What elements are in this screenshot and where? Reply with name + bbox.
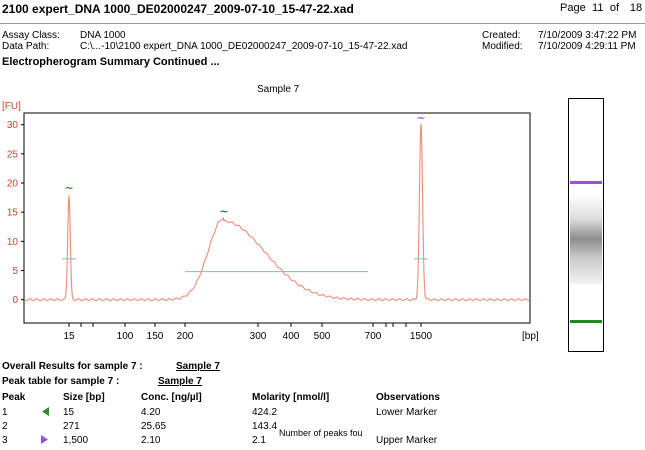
col-molarity: Molarity [nmol/l]: [252, 392, 330, 403]
y-tick-label: 10: [7, 237, 19, 248]
peak-marker-glyph: ~: [416, 112, 425, 125]
overall-results-link[interactable]: Sample 7: [176, 361, 220, 372]
row1-conc: 4.20: [141, 407, 161, 418]
col-observations: Observations: [376, 392, 440, 403]
peak-table-label: Peak table for sample 7 :: [2, 376, 120, 387]
y-tick-label: 20: [7, 179, 19, 190]
y-tick-label: 30: [7, 120, 19, 131]
data-path-value: C:\...-10\2100 expert_DNA 1000_DE0200024…: [80, 41, 408, 52]
plot-frame: [23, 112, 531, 324]
y-tick-label: 25: [7, 149, 19, 160]
assay-class-value: DNA 1000: [80, 30, 126, 41]
row3-peak: 3: [2, 435, 8, 446]
peak-table-link[interactable]: Sample 7: [158, 376, 202, 387]
gel-smear: [570, 194, 602, 284]
row3-size: 1,500: [63, 435, 89, 446]
x-tick-label: 200: [177, 331, 194, 342]
row1-peak: 1: [2, 407, 8, 418]
page-total: 18: [629, 2, 643, 14]
row2-size: 271: [63, 421, 80, 432]
data-path-label: Data Path:: [2, 41, 50, 52]
row2-conc: 25.65: [141, 421, 167, 432]
x-axis-label: [bp]: [522, 331, 539, 342]
upper-marker-icon: [41, 435, 48, 444]
page-current: 11: [592, 2, 604, 14]
y-tick-label: 0: [12, 295, 18, 306]
row3-conc: 2.10: [141, 435, 161, 446]
electropherogram-chart: [FU] [bp] 0 5 10 15 20 25 30 15 100 150 200 300 400 50…: [2, 101, 539, 342]
row3-molarity: 2.1: [252, 435, 266, 446]
sample-label: Sample 7: [257, 84, 300, 95]
row1-size: 15: [63, 407, 75, 418]
chart-axes: [FU] [bp]: [2, 101, 539, 342]
section-title: Electropherogram Summary Continued ...: [2, 56, 220, 68]
chart-ticks: 0 5 10 15 20 25 30 15 100 150 200 300 400 500 700 1500: [7, 120, 433, 342]
created-label: Created:: [482, 30, 521, 41]
overall-results-label: Overall Results for sample 7 :: [2, 361, 143, 372]
row1-observations: Lower Marker: [376, 407, 438, 418]
row2-peak: 2: [2, 421, 8, 432]
fluorescence-trace: [24, 123, 529, 302]
modified-value: 7/10/2009 4:29:11 PM: [538, 41, 636, 52]
row1-molarity: 424.2: [252, 407, 278, 418]
gel-lower-marker-band: [570, 320, 602, 323]
peak-marker-glyph: ~: [219, 205, 228, 218]
report-title: 2100 expert_DNA 1000_DE02000247_2009-07-…: [2, 2, 354, 16]
peak-marker-glyphs: ~ ~ ~: [64, 112, 425, 218]
y-tick-label: 5: [12, 266, 18, 277]
x-tick-label: 400: [283, 331, 300, 342]
assay-class-label: Assay Class:: [2, 30, 60, 41]
peak-count-note: Number of peaks fou: [279, 428, 363, 438]
peak-baselines: [62, 258, 428, 273]
x-tick-label: 500: [314, 331, 331, 342]
x-tick-label: 150: [147, 331, 164, 342]
x-tick-label: 700: [365, 331, 382, 342]
page-of: of: [609, 2, 620, 14]
col-peak: Peak: [2, 392, 26, 403]
col-conc: Conc. [ng/µl]: [141, 392, 202, 403]
row3-observations: Upper Marker: [376, 435, 438, 446]
x-tick-label: 100: [117, 331, 134, 342]
x-tick-label: 1500: [410, 331, 433, 342]
gel-upper-marker-band: [570, 181, 602, 184]
row2-molarity: 143.4: [252, 421, 278, 432]
y-tick-label: 15: [7, 208, 19, 219]
header-divider: [0, 23, 645, 24]
page-indicator: Page 11 of 18: [560, 2, 642, 14]
modified-label: Modified:: [482, 41, 523, 52]
created-value: 7/10/2009 3:47:22 PM: [538, 30, 637, 41]
col-size: Size [bp]: [63, 392, 105, 403]
x-tick-label: 300: [250, 331, 267, 342]
y-axis-label: [FU]: [2, 101, 21, 112]
peak-marker-glyph: ~: [64, 182, 73, 195]
gel-lane: [568, 98, 604, 352]
x-tick-label: 15: [63, 331, 75, 342]
page-word: Page: [560, 2, 586, 14]
lower-marker-icon: [42, 407, 49, 416]
